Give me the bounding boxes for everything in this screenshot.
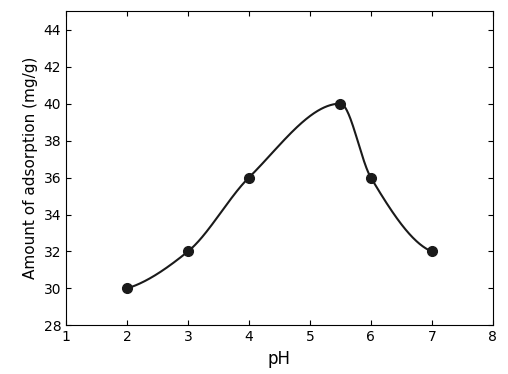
X-axis label: pH: pH (268, 350, 291, 368)
Y-axis label: Amount of adsorption (mg/g): Amount of adsorption (mg/g) (23, 57, 38, 279)
